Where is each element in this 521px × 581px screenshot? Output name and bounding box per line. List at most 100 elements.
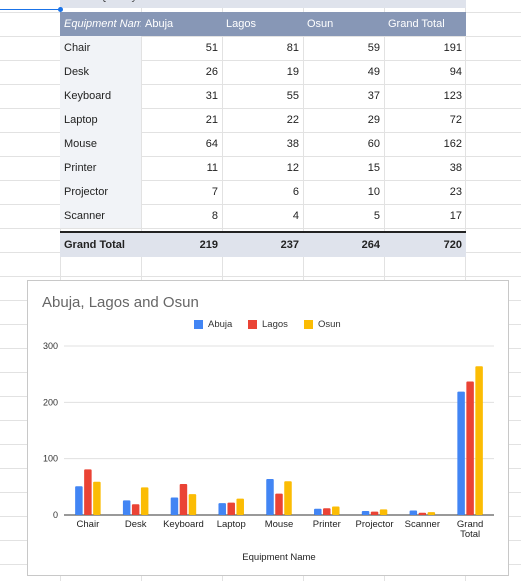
x-tick-label: Scanner xyxy=(405,519,440,530)
bar-osun-7[interactable] xyxy=(427,512,436,515)
header-column-1[interactable]: Lagos xyxy=(222,12,303,36)
row-label[interactable]: Scanner xyxy=(60,204,141,228)
cell-value[interactable]: 123 xyxy=(443,90,462,102)
cell-value[interactable]: 94 xyxy=(449,66,462,78)
x-tick-label: Chair xyxy=(77,519,100,530)
header-column-0[interactable]: Abuja xyxy=(141,12,222,36)
header-column-3[interactable]: Grand Total xyxy=(384,12,466,36)
header-column-2[interactable]: Osun xyxy=(303,12,384,36)
cell-value[interactable]: 162 xyxy=(443,138,462,150)
bar-lagos-7[interactable] xyxy=(418,512,427,515)
cell-value[interactable]: 7 xyxy=(211,186,218,198)
bar-lagos-6[interactable] xyxy=(370,511,379,515)
bar-abuja-2[interactable] xyxy=(170,497,179,515)
legend-label: Abuja xyxy=(208,319,233,330)
legend-label: Lagos xyxy=(262,319,288,330)
chart-container[interactable]: Abuja, Lagos and Osun Abuja Lagos Osun 0 10… xyxy=(27,280,509,576)
bar-abuja-1[interactable] xyxy=(122,500,131,515)
bar-lagos-1[interactable] xyxy=(131,504,140,515)
bar-chart: 0 100 200 300 Chair Desk Keyboard Laptop Mouse Pr… xyxy=(43,341,494,563)
cell-value[interactable]: 5 xyxy=(373,210,380,222)
bar-osun-1[interactable] xyxy=(140,487,149,515)
selection-handle[interactable] xyxy=(58,7,63,12)
x-tick-label: Grand xyxy=(457,519,483,530)
cell-value[interactable]: 37 xyxy=(367,90,380,102)
legend-swatch xyxy=(304,320,313,329)
y-tick-label: 0 xyxy=(53,510,58,520)
bar-lagos-5[interactable] xyxy=(323,508,331,515)
bar-osun-0[interactable] xyxy=(93,481,101,515)
bar-abuja-0[interactable] xyxy=(75,486,83,515)
bar-lagos-4[interactable] xyxy=(275,493,283,515)
row-label[interactable]: Printer xyxy=(60,156,141,180)
cell-value[interactable]: 60 xyxy=(367,138,380,150)
cell-value[interactable]: 59 xyxy=(367,42,380,54)
cell-value[interactable]: 19 xyxy=(286,66,299,78)
selection-border xyxy=(0,9,61,10)
row-label[interactable]: Chair xyxy=(60,36,141,60)
bar-abuja-4[interactable] xyxy=(266,478,274,515)
row-label[interactable]: Laptop xyxy=(60,108,141,132)
cell-value[interactable]: 8 xyxy=(211,210,218,222)
bar-osun-3[interactable] xyxy=(236,498,244,515)
legend-swatch xyxy=(248,320,257,329)
cell-value[interactable]: 10 xyxy=(367,186,380,198)
bar-abuja-6[interactable] xyxy=(361,511,370,515)
cell-value[interactable]: 191 xyxy=(443,42,462,54)
bar-lagos-3[interactable] xyxy=(227,502,235,515)
bar-osun-5[interactable] xyxy=(332,506,340,515)
cell-value[interactable]: 6 xyxy=(292,186,299,198)
row-label[interactable]: Desk xyxy=(60,60,141,84)
bar-osun-4[interactable] xyxy=(284,481,292,515)
bar-osun-2[interactable] xyxy=(188,494,197,515)
x-tick-label: Projector xyxy=(356,519,394,530)
legend-item[interactable]: Lagos xyxy=(248,319,288,330)
grand-total-value[interactable]: 720 xyxy=(384,233,466,257)
bar-osun-8[interactable] xyxy=(475,366,483,515)
cell-value[interactable]: 15 xyxy=(367,162,380,174)
bar-abuja-3[interactable] xyxy=(218,503,226,515)
chart-title: Abuja, Lagos and Osun xyxy=(42,294,199,311)
cell-value[interactable]: 26 xyxy=(205,66,218,78)
grand-total-label[interactable]: Grand Total xyxy=(60,233,141,257)
cell-value[interactable]: 29 xyxy=(367,114,380,126)
grand-total-value[interactable]: 219 xyxy=(141,233,222,257)
cell-value[interactable]: 17 xyxy=(449,210,462,222)
cell-value[interactable]: 55 xyxy=(286,90,299,102)
x-tick-label: Printer xyxy=(313,519,341,530)
bar-abuja-8[interactable] xyxy=(457,391,465,515)
bar-osun-6[interactable] xyxy=(379,509,388,515)
cell-value[interactable]: 11 xyxy=(206,162,218,174)
grand-total-value[interactable]: 264 xyxy=(303,233,384,257)
cell-value[interactable]: 22 xyxy=(286,114,299,126)
cell-value[interactable]: 64 xyxy=(205,138,218,150)
bar-lagos-0[interactable] xyxy=(84,469,92,515)
grand-total-value[interactable]: 237 xyxy=(222,233,303,257)
legend-item[interactable]: Abuja xyxy=(194,319,232,330)
bar-lagos-2[interactable] xyxy=(179,484,188,515)
row-label[interactable]: Projector xyxy=(60,180,141,204)
header-row-label[interactable]: Equipment Name xyxy=(60,12,141,36)
cell-value[interactable]: 38 xyxy=(449,162,462,174)
cell-value[interactable]: 49 xyxy=(367,66,380,78)
y-tick-label: 300 xyxy=(43,341,58,351)
cell-value[interactable]: 38 xyxy=(286,138,299,150)
cell-value[interactable]: 23 xyxy=(449,186,462,198)
cell-value[interactable]: 51 xyxy=(205,42,218,54)
row-label[interactable]: Keyboard xyxy=(60,84,141,108)
row-label[interactable]: Mouse xyxy=(60,132,141,156)
bar-lagos-8[interactable] xyxy=(466,381,474,515)
legend-item[interactable]: Osun xyxy=(304,319,341,330)
cell-value[interactable]: 21 xyxy=(205,114,218,126)
x-axis-label: Equipment Name xyxy=(242,552,315,563)
cell-value[interactable]: 12 xyxy=(286,162,299,174)
cell-value[interactable]: 4 xyxy=(292,210,299,222)
x-tick-label: Mouse xyxy=(265,519,294,530)
bar-abuja-5[interactable] xyxy=(314,508,322,515)
pivot-title[interactable]: SUM of Quantity Location xyxy=(60,0,466,8)
bar-abuja-7[interactable] xyxy=(409,510,418,515)
cell-value[interactable]: 81 xyxy=(286,42,299,54)
cell-value[interactable]: 31 xyxy=(205,90,218,102)
x-tick-label: Laptop xyxy=(217,519,246,530)
cell-value[interactable]: 72 xyxy=(449,114,462,126)
